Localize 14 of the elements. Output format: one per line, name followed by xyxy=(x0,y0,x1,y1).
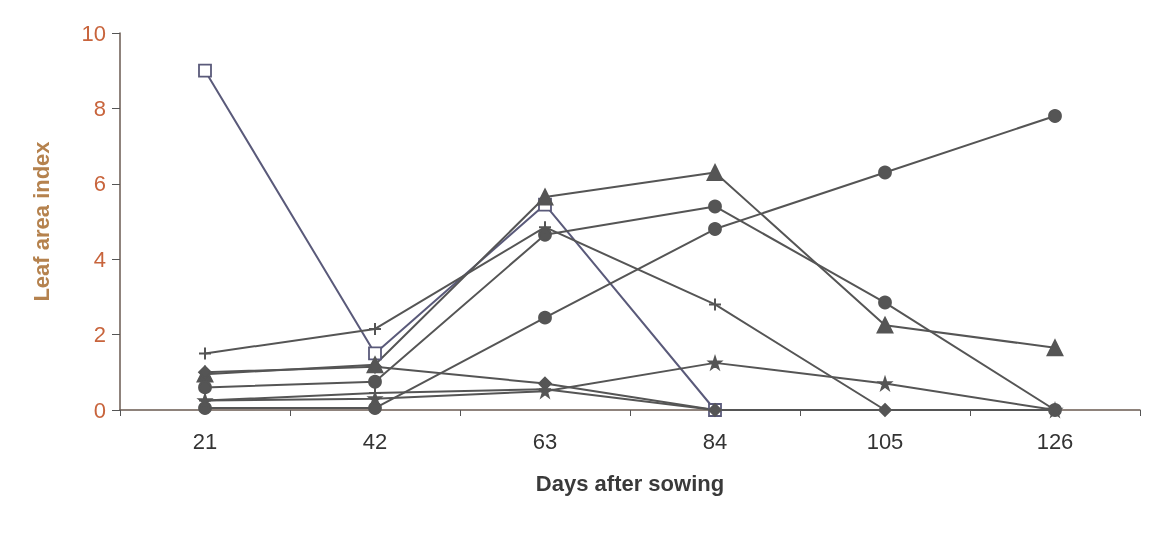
y-tick-label: 8 xyxy=(93,95,106,121)
x-tick-label: 42 xyxy=(362,428,388,454)
y-tick-label: 0 xyxy=(93,397,106,423)
y-tick-label: 4 xyxy=(93,246,106,272)
x-tick-label: 21 xyxy=(192,428,218,454)
y-axis-title: Leaf area index xyxy=(28,140,54,302)
y-tick-label: 10 xyxy=(81,20,106,46)
x-tick-label: 105 xyxy=(866,428,904,454)
y-tick-label: 2 xyxy=(93,322,106,348)
x-tick-label: 84 xyxy=(702,428,728,454)
x-tick-label: 126 xyxy=(1036,428,1074,454)
y-tick-label: 6 xyxy=(93,171,106,197)
x-axis-title: Days after sowing xyxy=(535,470,725,496)
x-tick-label: 63 xyxy=(532,428,558,454)
